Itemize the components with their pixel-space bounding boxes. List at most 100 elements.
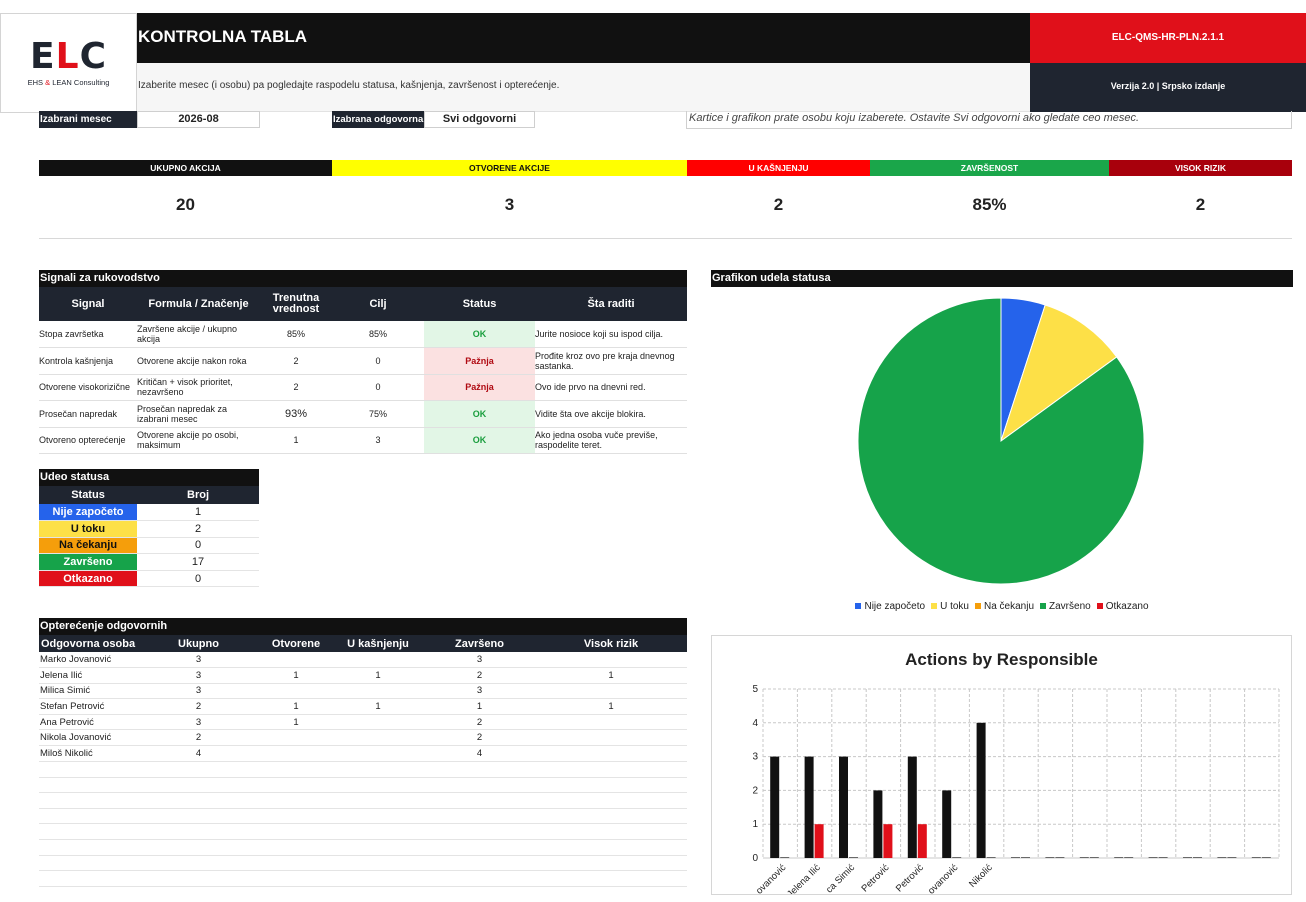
owner-overdue [332, 652, 424, 669]
list-item: Otkazano 0 [39, 570, 259, 588]
bar-1-8 [1055, 857, 1065, 858]
status-share-section: Udeo statusa Status Broj Nije započeto 1 U… [39, 469, 259, 588]
y-tick-label: 1 [752, 819, 758, 830]
x-tick-label: Petrović [894, 862, 926, 894]
bar-1-4 [917, 824, 927, 858]
signal-name: Stopa završetka [39, 321, 137, 348]
owner-total: 2 [137, 698, 260, 715]
bar-0-5 [942, 790, 952, 858]
bar-chart-title: Actions by Responsible [905, 650, 1098, 669]
pie-slice-3 [857, 297, 1145, 585]
table-row: Otvorene visokorizične Kritičan + visok … [39, 374, 687, 401]
company-logo: ELC EHS & LEAN Consulting [0, 13, 137, 113]
bar-0-10 [1114, 857, 1124, 858]
table-row: Kontrola kašnjenja Otvorene akcije nakon… [39, 347, 687, 375]
owner-total: 3 [137, 667, 260, 684]
status-count: 0 [137, 537, 259, 555]
month-filter-label: Izabrani mesec [39, 111, 137, 128]
signal-name: Kontrola kašnjenja [39, 347, 137, 375]
page-title: KONTROLNA TABLA [137, 13, 1030, 63]
kpi-open-header: OTVORENE AKCIJE [332, 160, 687, 176]
owner-open: 1 [260, 667, 332, 684]
workload-title: Opterećenje odgovornih [39, 618, 687, 635]
document-code: ELC-QMS-HR-PLN.2.1.1 [1030, 13, 1306, 63]
bar-0-2 [839, 756, 848, 858]
owner-name: Stefan Petrović [39, 698, 137, 715]
kpi-completion-header: ZAVRŠENOST [870, 160, 1109, 176]
signals-col-current: Trenutna vrednost [260, 287, 332, 321]
legend-label: Na čekanju [983, 601, 1035, 612]
status-badge: OK [424, 321, 535, 348]
status-count: 2 [137, 520, 259, 538]
signal-current: 2 [260, 374, 332, 401]
kpi-total-value: 20 [176, 195, 195, 214]
bar-1-10 [1124, 857, 1134, 858]
owner-open [260, 652, 332, 669]
owner-done: 2 [424, 667, 535, 684]
table-row: Marko Jovanović 3 3 [39, 652, 687, 669]
workload-col-high-risk: Visok rizik [535, 635, 687, 652]
workload-col-owner: Odgovorna osoba [39, 635, 137, 652]
kpi-open-value: 3 [504, 195, 515, 214]
y-tick-label: 3 [752, 752, 758, 763]
owner-total: 4 [137, 745, 260, 762]
table-row: Milica Simić 3 3 [39, 683, 687, 700]
table-row: Nikola Jovanović 2 2 [39, 729, 687, 747]
status-label: Na čekanju [39, 537, 137, 555]
status-share-title: Udeo statusa [39, 469, 259, 486]
month-filter-select[interactable]: 2026-08 [137, 111, 260, 128]
legend-swatch [855, 603, 862, 609]
workload-col-done: Završeno [424, 635, 535, 652]
owner-name: Marko Jovanović [39, 652, 137, 669]
owner-high-risk: 1 [535, 667, 687, 684]
workload-empty-rows [39, 762, 687, 888]
owner-filter-select[interactable]: Svi odgovorni [424, 111, 535, 128]
bar-0-1 [804, 756, 814, 858]
owner-open [260, 729, 332, 747]
pie-chart-title: Grafikon udela statusa [711, 270, 1293, 287]
legend-item: Završeno [1040, 601, 1091, 612]
owner-name: Jelena Ilić [39, 667, 137, 684]
bar-1-12 [1193, 857, 1202, 858]
signal-current: 1 [260, 427, 332, 454]
kpi-total-header: UKUPNO AKCIJA [39, 160, 332, 176]
bar-1-7 [1021, 857, 1030, 858]
owner-overdue [332, 683, 424, 700]
table-row: Stopa završetka Završene akcije / ukupno… [39, 321, 687, 348]
bar-1-9 [1089, 857, 1099, 858]
signals-col-formula: Formula / Značenje [137, 287, 260, 321]
owner-name: Ana Petrović [39, 714, 137, 731]
signal-name: Otvorene visokorizične [39, 374, 137, 401]
status-count: 1 [137, 504, 259, 522]
bar-0-11 [1148, 857, 1158, 858]
signal-target: 3 [332, 427, 424, 454]
signals-col-action: Šta raditi [535, 287, 687, 321]
bar-1-0 [780, 857, 790, 858]
y-tick-label: 2 [752, 785, 758, 796]
pie-slice-1 [1000, 304, 1118, 443]
legend-swatch [1040, 603, 1047, 609]
signal-current: 2 [260, 347, 332, 375]
kpi-overdue-value: 2 [773, 195, 784, 214]
y-tick-label: 5 [752, 684, 758, 695]
owner-name: Nikola Jovanović [39, 729, 137, 747]
x-tick-label: Jelena Ilić [785, 862, 823, 894]
y-tick-label: 4 [752, 718, 758, 729]
owner-name: Miloš Nikolić [39, 745, 137, 762]
owner-high-risk [535, 745, 687, 762]
owner-done: 4 [424, 745, 535, 762]
table-row: Stefan Petrović 2 1 1 1 1 [39, 698, 687, 715]
filter-hint: Kartice i grafikon prate osobu koju izab… [686, 111, 1292, 129]
signal-action: Jurite nosioce koji su ispod cilja. [535, 321, 687, 348]
list-item: Nije započeto 1 [39, 504, 259, 522]
bar-0-4 [907, 756, 917, 858]
bar-1-3 [883, 824, 893, 858]
signal-target: 0 [332, 374, 424, 401]
signals-col-status: Status [424, 287, 535, 321]
kpi-divider [39, 238, 1292, 239]
signal-action: Ovo ide prvo na dnevni red. [535, 374, 687, 401]
status-label: Završeno [39, 553, 137, 571]
bar-1-1 [814, 824, 824, 858]
owner-total: 3 [137, 683, 260, 700]
legend-label: U toku [940, 601, 969, 612]
